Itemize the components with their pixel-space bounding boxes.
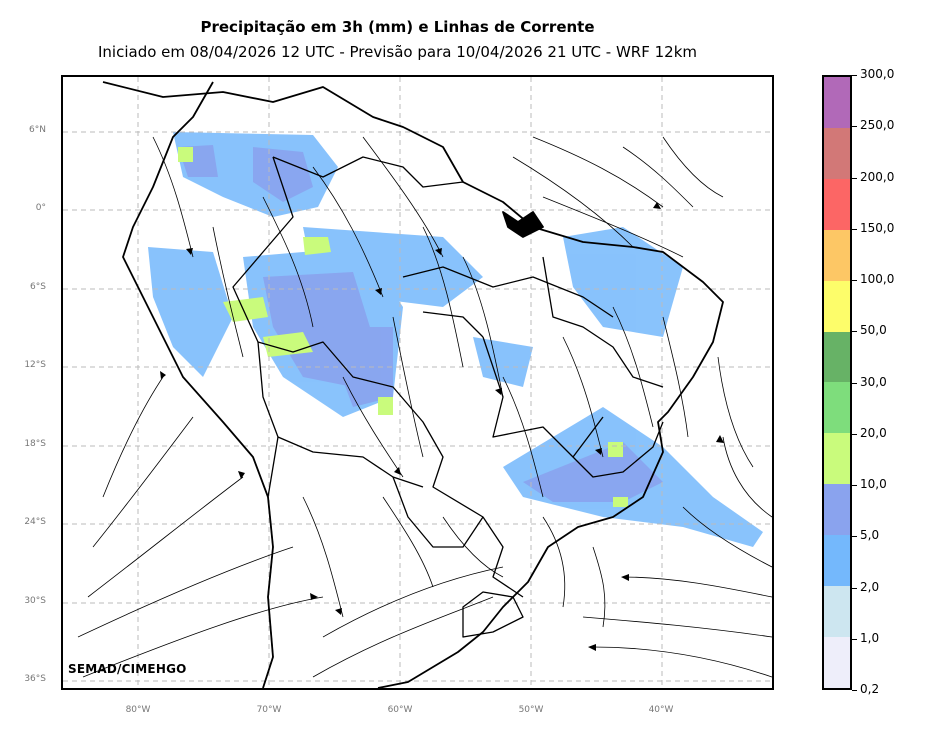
country-borders <box>232 156 664 688</box>
lat-label-18s: 18°S <box>24 439 46 449</box>
lat-label-30s: 30°S <box>24 596 46 606</box>
colorbar-tick <box>852 280 857 281</box>
colorbar-segment <box>824 331 850 383</box>
lat-label-24s: 24°S <box>24 517 46 527</box>
map-canvas <box>63 77 772 688</box>
lat-label-12s: 12°S <box>24 360 46 370</box>
colorbar-tick <box>852 126 857 128</box>
border-brazil-north <box>272 156 464 188</box>
map-title: Precipitação em 3h (mm) e Linhas de Corr… <box>200 18 595 36</box>
colorbar-label: 20,0 <box>860 425 887 440</box>
border-paraguay <box>392 476 484 548</box>
map-panel <box>61 75 774 690</box>
colorbar-label: 300,0 <box>860 67 895 81</box>
colorbar-tick <box>852 587 857 589</box>
rain-area-peru-west <box>148 247 233 377</box>
colorbar-segment <box>824 637 850 688</box>
lon-label-40w: 40°W <box>648 705 674 715</box>
lat-label-0: 0° <box>35 203 46 213</box>
colorbar-segment <box>824 76 850 128</box>
lat-lon-grid <box>63 77 772 688</box>
colorbar-label: 2,0 <box>860 579 880 594</box>
lat-label-6s: 6°S <box>30 282 46 292</box>
south-america-outline <box>102 81 724 688</box>
states-brazil-5 <box>422 311 484 338</box>
states-brazil-2 <box>482 336 604 458</box>
colorbar-tick <box>852 536 857 538</box>
rain-core-2 <box>263 332 313 357</box>
colorbar-segment <box>824 280 850 332</box>
colorbar-tick <box>852 382 857 384</box>
colorbar-label: 30,0 <box>860 374 887 389</box>
rain-core-3 <box>303 237 331 255</box>
colorbar-tick <box>852 177 857 179</box>
streamline-arrows <box>160 202 724 651</box>
states-brazil-4 <box>572 421 664 478</box>
colorbar-label: 100,0 <box>860 272 895 286</box>
streamlines-layer <box>77 136 772 678</box>
colorbar-tick <box>852 690 857 691</box>
credit-label: SEMAD/CIMEHGO <box>68 662 187 676</box>
states-brazil-3 <box>542 256 664 388</box>
border-uruguay <box>462 591 524 638</box>
colorbar-segment <box>824 382 850 434</box>
colorbar-segment <box>824 178 850 230</box>
border-brazil-west <box>232 156 524 598</box>
colorbar <box>822 75 852 690</box>
rain-area-northeast <box>563 227 683 337</box>
colorbar-tick <box>852 228 857 230</box>
lon-label-50w: 50°W <box>518 705 544 715</box>
colorbar-label: 1,0 <box>860 630 880 645</box>
colorbar-segment <box>824 535 850 587</box>
colorbar-segment <box>824 229 850 281</box>
states-brazil-1 <box>402 266 614 318</box>
colorbar-label: 150,0 <box>860 220 895 235</box>
colorbar-segment <box>824 484 850 536</box>
colorbar-tick <box>852 638 857 640</box>
rain-core-5 <box>613 497 628 507</box>
lat-label-6n: 6°N <box>29 125 46 135</box>
rain-core-4 <box>178 147 193 162</box>
colorbar-label: 200,0 <box>860 169 895 184</box>
precipitation-layer <box>148 132 763 547</box>
lon-label-70w: 70°W <box>256 705 282 715</box>
lon-label-60w: 60°W <box>387 705 413 715</box>
border-argentina-chile <box>262 436 279 688</box>
colorbar-label: 0,2 <box>860 682 880 696</box>
colorbar-tick <box>852 433 857 435</box>
colorbar-label: 5,0 <box>860 528 880 543</box>
amazon-delta <box>502 211 544 238</box>
rain-core-7 <box>608 442 623 457</box>
rain-core-6 <box>378 397 393 415</box>
colorbar-segment <box>824 586 850 638</box>
lat-label-36s: 36°S <box>24 674 46 684</box>
colorbar-label: 250,0 <box>860 118 895 133</box>
colorbar-tick <box>852 485 857 486</box>
colorbar-segment <box>824 433 850 485</box>
rain-area-goias <box>473 337 533 387</box>
colorbar-tick <box>852 331 857 333</box>
rain-core-1 <box>223 297 268 322</box>
map-subtitle: Iniciado em 08/04/2026 12 UTC - Previsão… <box>97 43 698 61</box>
colorbar-label: 50,0 <box>860 323 887 338</box>
lon-label-80w: 80°W <box>125 705 151 715</box>
colorbar-label: 10,0 <box>860 477 887 491</box>
colorbar-tick <box>852 75 857 76</box>
colorbar-segment <box>824 127 850 179</box>
